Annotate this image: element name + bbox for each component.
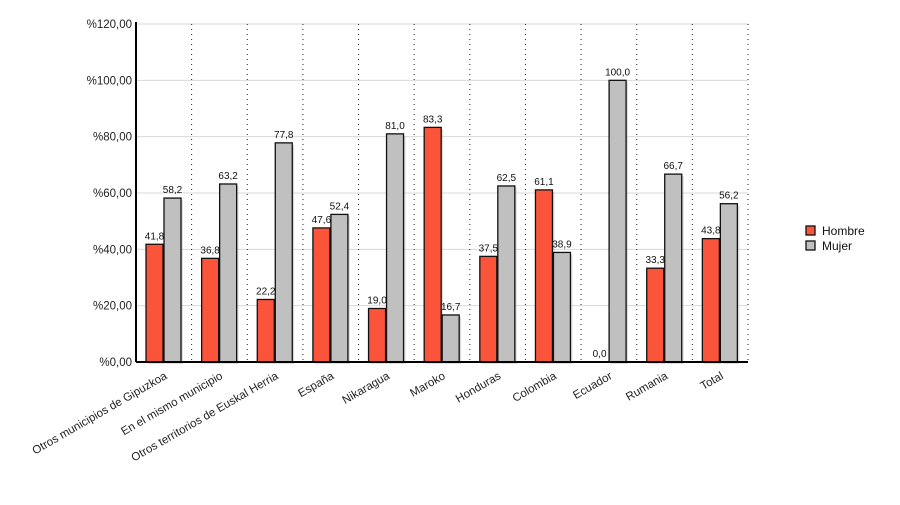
data-label: 47,6 bbox=[312, 215, 332, 226]
data-label: 52,4 bbox=[330, 201, 350, 212]
bar-mujer bbox=[441, 314, 460, 363]
data-label: 77,8 bbox=[274, 130, 294, 141]
bar-mujer bbox=[385, 133, 405, 363]
x-tick-label: Honduras bbox=[454, 370, 503, 405]
legend-label: Mujer bbox=[822, 239, 852, 253]
y-tick-label: %60,00 bbox=[93, 188, 132, 200]
data-label: 0,0 bbox=[593, 349, 607, 360]
y-tick-label: %100,00 bbox=[87, 75, 132, 87]
y-tick-label: %120,00 bbox=[87, 19, 132, 31]
x-tick-label: Total bbox=[699, 370, 726, 393]
bar-mujer bbox=[274, 142, 293, 363]
data-label: 36,8 bbox=[200, 245, 220, 256]
bar-mujer bbox=[497, 185, 516, 363]
data-label: 41,8 bbox=[145, 231, 165, 242]
bar-hombre bbox=[200, 257, 220, 363]
bar-mujer bbox=[608, 79, 627, 363]
data-label: 16,7 bbox=[441, 302, 461, 313]
bar-hombre bbox=[367, 307, 387, 363]
bar-hombre bbox=[256, 298, 275, 363]
bar-hombre bbox=[534, 189, 554, 363]
bar-hombre bbox=[423, 126, 442, 363]
data-label: 58,2 bbox=[163, 185, 183, 196]
y-tick-label: %80,00 bbox=[93, 132, 132, 144]
bar-hombre bbox=[479, 255, 498, 363]
bar-hombre bbox=[701, 237, 721, 363]
data-label: 62,5 bbox=[497, 173, 517, 184]
y-tick-label: %40,00 bbox=[93, 244, 132, 256]
x-tick-label: Rumania bbox=[624, 370, 670, 404]
data-label: 43,8 bbox=[701, 226, 721, 237]
bar-mujer bbox=[719, 203, 739, 363]
data-label: 37,5 bbox=[479, 243, 499, 254]
data-label: 63,2 bbox=[218, 171, 238, 182]
data-label: 38,9 bbox=[552, 239, 572, 250]
bar-mujer bbox=[664, 173, 683, 363]
x-tick-label: Nikaragua bbox=[340, 370, 392, 407]
legend-swatch-mujer bbox=[805, 240, 816, 251]
legend-swatch-hombre bbox=[805, 225, 816, 236]
y-tick-label: %20,00 bbox=[93, 301, 132, 313]
bar-mujer bbox=[552, 251, 572, 363]
data-label: 100,0 bbox=[605, 67, 630, 78]
bar-hombre bbox=[145, 243, 164, 363]
x-tick-label: España bbox=[296, 370, 336, 400]
legend-label: Hombre bbox=[822, 224, 865, 238]
data-label: 22,2 bbox=[256, 286, 276, 297]
bar-mujer bbox=[330, 213, 349, 363]
data-label: 19,0 bbox=[367, 295, 387, 306]
bar-hombre bbox=[312, 227, 331, 363]
y-tick-label: %0,00 bbox=[99, 357, 132, 369]
x-tick-label: Maroko bbox=[408, 370, 447, 400]
x-tick-label: Colombia bbox=[511, 370, 560, 405]
bar-mujer bbox=[163, 197, 182, 363]
data-label: 56,2 bbox=[719, 191, 739, 202]
data-label: 66,7 bbox=[663, 161, 683, 172]
bar-hombre bbox=[646, 267, 665, 363]
data-label: 81,0 bbox=[385, 121, 405, 132]
data-label: 33,3 bbox=[645, 255, 665, 266]
x-tick-label: En el mismo municipio bbox=[119, 370, 225, 438]
data-label: 83,3 bbox=[423, 114, 443, 125]
bar-mujer bbox=[218, 183, 238, 363]
data-label: 61,1 bbox=[534, 177, 554, 188]
x-tick-label: Ecuador bbox=[571, 370, 614, 402]
